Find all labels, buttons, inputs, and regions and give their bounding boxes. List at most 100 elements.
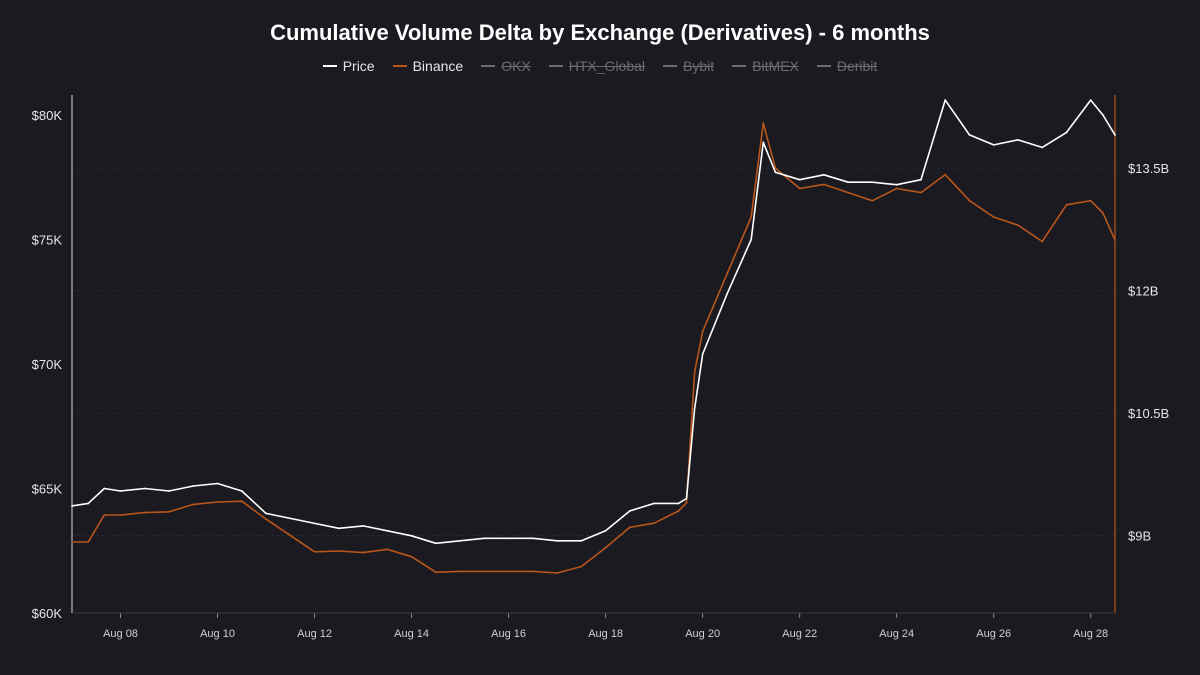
data-point-binance <box>1089 199 1092 202</box>
data-point-binance <box>653 522 656 525</box>
left-tick-label: $65K <box>32 482 63 497</box>
data-point-binance <box>798 187 801 190</box>
data-point-binance <box>1041 240 1044 243</box>
left-tick-label: $80K <box>32 108 63 123</box>
data-point-binance <box>265 518 267 521</box>
x-tick-label: Aug 08 <box>103 628 138 640</box>
legend-label-price: Price <box>342 58 375 74</box>
chart-legend: Price Binance OKX HTX_Global Bybit BitME… <box>0 58 1200 74</box>
data-point-price <box>1114 134 1116 136</box>
legend-swatch-htx-global <box>548 65 563 67</box>
data-point-price <box>1065 131 1068 134</box>
legend-label-bitmex: BitMEX <box>752 58 799 74</box>
data-point-price <box>693 407 696 410</box>
legend-label-htx-global: HTX_Global <box>568 58 646 74</box>
legend-label-deribit: Deribit <box>836 58 878 74</box>
data-point-binance <box>823 183 825 186</box>
data-point-price <box>289 517 292 520</box>
data-point-price <box>362 524 364 527</box>
data-point-binance <box>119 514 122 516</box>
left-tick-label: $70K <box>32 357 63 372</box>
legend-item-price[interactable]: Price <box>322 58 375 74</box>
x-tick-label: Aug 12 <box>297 628 332 640</box>
data-point-price <box>143 487 146 490</box>
data-point-binance <box>1065 203 1068 206</box>
data-point-price <box>968 134 971 136</box>
data-point-binance <box>103 514 106 516</box>
data-point-price <box>823 173 825 176</box>
data-point-binance <box>1017 224 1019 227</box>
data-point-price <box>216 482 219 485</box>
data-point-price <box>313 522 316 525</box>
data-point-price <box>483 537 486 540</box>
data-point-price <box>798 178 801 181</box>
data-point-price <box>762 141 765 144</box>
data-point-binance <box>693 371 696 374</box>
data-point-binance <box>362 551 364 554</box>
data-point-binance <box>459 570 461 573</box>
series-line-price <box>71 99 1116 545</box>
left-tick-label: $60K <box>32 606 63 621</box>
legend-item-htx-global[interactable]: HTX_Global <box>548 58 646 74</box>
data-point-price <box>168 490 170 492</box>
data-point-price <box>434 542 437 545</box>
data-point-binance <box>701 330 704 333</box>
legend-swatch-bitmex <box>732 65 747 67</box>
x-tick-label: Aug 28 <box>1073 628 1108 640</box>
data-point-price <box>507 537 510 540</box>
data-point-price <box>726 293 728 296</box>
data-point-price <box>677 502 680 505</box>
data-point-binance <box>895 187 898 190</box>
data-point-price <box>653 502 656 505</box>
data-point-price <box>192 485 195 487</box>
data-point-binance <box>992 216 995 218</box>
data-point-price <box>103 487 106 490</box>
series-line-binance <box>72 122 1116 574</box>
data-point-price <box>459 539 461 542</box>
data-point-binance <box>604 546 607 549</box>
data-point-binance <box>216 501 219 503</box>
data-point-price <box>71 505 73 507</box>
data-point-price <box>1041 146 1044 149</box>
data-point-price <box>1101 114 1104 116</box>
x-tick-label: Aug 14 <box>394 628 429 640</box>
right-tick-label: $12B <box>1128 284 1158 299</box>
legend-item-bybit[interactable]: Bybit <box>663 58 714 74</box>
data-point-binance <box>968 199 971 202</box>
data-point-price <box>386 529 389 532</box>
data-point-binance <box>726 273 728 276</box>
data-point-binance <box>1101 212 1104 214</box>
legend-item-deribit[interactable]: Deribit <box>816 58 878 74</box>
legend-item-binance[interactable]: Binance <box>392 58 464 74</box>
data-point-binance <box>87 541 90 543</box>
data-point-binance <box>410 555 413 558</box>
data-point-binance <box>1114 239 1116 241</box>
data-point-price <box>750 238 753 241</box>
legend-item-okx[interactable]: OKX <box>481 58 531 74</box>
left-y-axis: $60K $65K $70K $75K $80K <box>32 95 73 621</box>
legend-item-bitmex[interactable]: BitMEX <box>732 58 799 74</box>
data-point-binance <box>531 570 534 573</box>
legend-swatch-bybit <box>663 65 678 67</box>
data-point-binance <box>313 550 316 553</box>
x-tick-label: Aug 24 <box>879 628 914 640</box>
data-point-price <box>556 539 559 542</box>
data-point-binance <box>628 526 631 529</box>
data-point-price <box>847 181 850 184</box>
right-tick-label: $13.5B <box>1128 161 1169 176</box>
x-tick-label: Aug 16 <box>491 628 526 640</box>
legend-label-binance: Binance <box>412 58 464 74</box>
legend-label-okx: OKX <box>501 58 531 74</box>
data-point-binance <box>774 167 777 169</box>
data-point-binance <box>192 503 195 506</box>
data-point-binance <box>386 548 389 551</box>
right-tick-label: $10.5B <box>1128 406 1169 421</box>
data-point-price <box>240 490 243 492</box>
right-tick-label: $9B <box>1128 528 1151 543</box>
legend-swatch-okx <box>481 65 496 67</box>
x-tick-label: Aug 10 <box>200 628 235 640</box>
data-point-binance <box>434 571 437 574</box>
data-point-binance <box>750 216 753 218</box>
data-point-binance <box>556 572 559 574</box>
